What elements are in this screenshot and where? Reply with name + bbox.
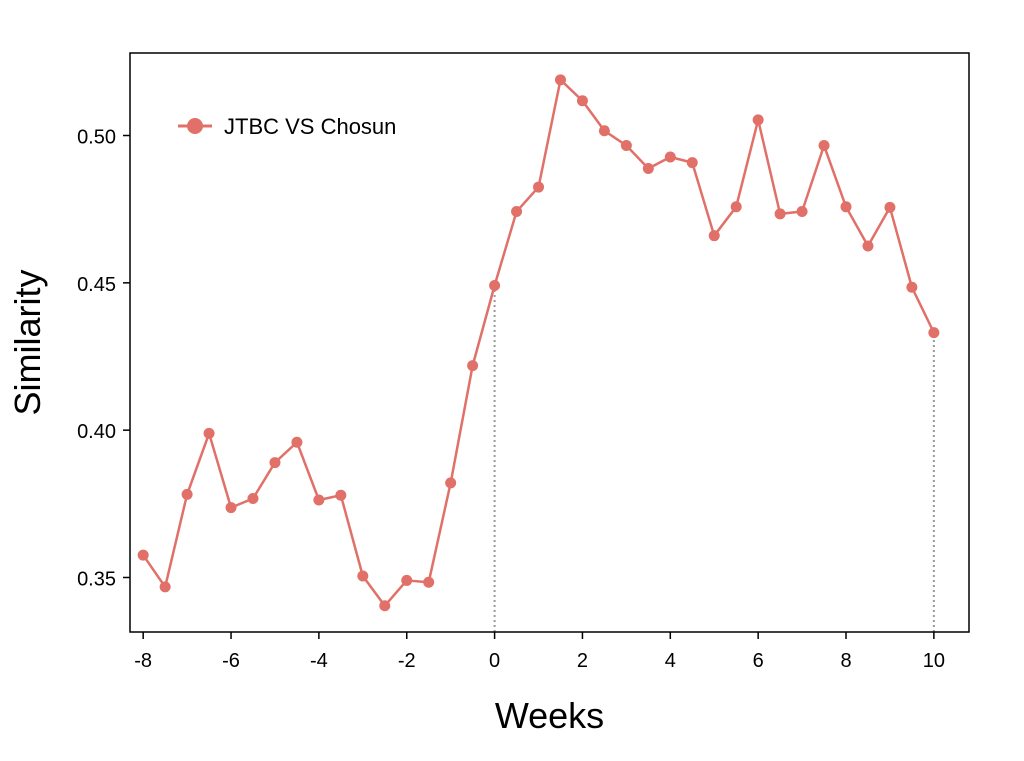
x-tick-label: 4 <box>665 650 676 672</box>
y-tick-label: 0.35 <box>77 568 116 590</box>
data-point <box>598 125 610 137</box>
data-point <box>730 201 742 213</box>
y-tick-label: 0.40 <box>77 421 116 443</box>
data-point <box>269 457 281 469</box>
plot-area-frame <box>129 52 970 633</box>
x-tick-label: 2 <box>577 650 588 672</box>
data-point <box>642 163 654 175</box>
x-axis-title: Weeks <box>495 695 604 736</box>
data-point <box>884 201 896 213</box>
data-point <box>686 157 698 169</box>
data-point <box>928 327 940 339</box>
x-tick-label: -4 <box>310 650 328 672</box>
x-tick-label: -2 <box>398 650 416 672</box>
y-tick-label: 0.50 <box>77 127 116 149</box>
data-point <box>664 151 676 163</box>
data-point <box>423 576 435 588</box>
data-point <box>489 279 501 291</box>
series-line-jtbc-vs-chosun <box>142 78 935 608</box>
x-tick-label: -8 <box>134 650 152 672</box>
data-point <box>181 488 193 500</box>
data-point <box>467 360 479 372</box>
data-point <box>774 208 786 220</box>
x-axis: -8 -6 -4 -2 0 2 4 6 8 10 <box>134 632 945 672</box>
data-point <box>620 140 632 152</box>
legend: JTBC VS Chosun <box>178 114 396 139</box>
legend-entry-label: JTBC VS Chosun <box>224 114 396 139</box>
data-point <box>291 436 303 448</box>
x-tick-label: 6 <box>753 650 764 672</box>
data-point <box>203 427 215 439</box>
data-point <box>554 74 566 86</box>
data-point <box>708 230 720 242</box>
data-point <box>752 114 764 126</box>
data-point <box>335 489 347 501</box>
x-tick-label: 0 <box>489 650 500 672</box>
data-point <box>225 502 237 514</box>
data-point <box>357 570 369 582</box>
data-point <box>313 494 325 506</box>
data-point <box>840 201 852 213</box>
data-point <box>796 206 808 218</box>
data-point <box>576 95 588 107</box>
data-point <box>818 140 830 152</box>
y-axis: 0.35 0.40 0.45 0.50 <box>77 127 130 590</box>
x-tick-label: 10 <box>923 650 945 672</box>
reference-lines <box>493 285 935 632</box>
data-point <box>137 549 149 561</box>
data-point <box>159 581 171 593</box>
data-point <box>862 240 874 252</box>
data-point <box>533 181 545 193</box>
data-point <box>906 281 918 293</box>
y-axis-title: Similarity <box>7 269 48 415</box>
y-tick-label: 0.45 <box>77 274 116 296</box>
series-layer <box>137 74 940 612</box>
data-point <box>445 477 457 489</box>
x-tick-label: 8 <box>840 650 851 672</box>
legend-marker-swatch <box>187 118 203 134</box>
x-tick-label: -6 <box>222 650 240 672</box>
data-point <box>379 600 391 612</box>
data-point <box>401 574 413 586</box>
data-point <box>247 493 259 505</box>
data-point <box>511 206 523 218</box>
